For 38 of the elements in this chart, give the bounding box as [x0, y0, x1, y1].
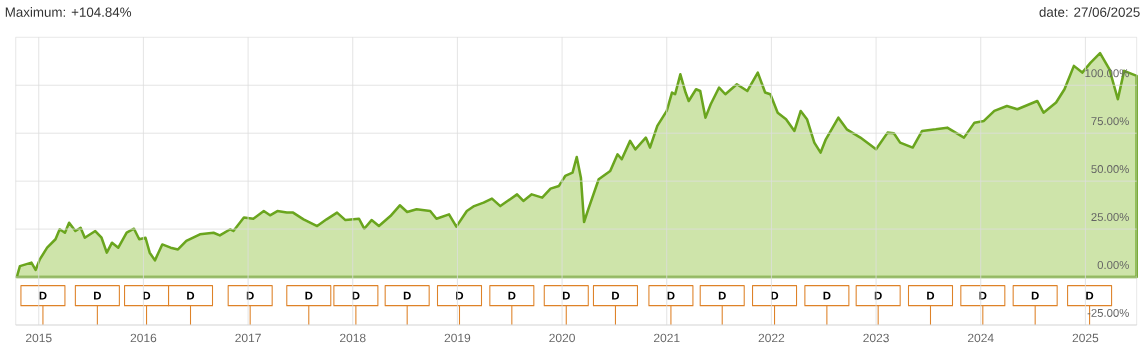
ref-line-label: D	[874, 291, 882, 300]
y-tick-label: 25.00%	[1091, 213, 1129, 222]
ref-line-label: D	[823, 291, 831, 300]
x-tick-label: 2022	[758, 333, 785, 343]
x-tick-label: 2017	[235, 333, 261, 343]
chart-subtitle: date: 27/06/2025	[1039, 7, 1140, 17]
x-tick-label: 2019	[444, 333, 471, 343]
chart-title: Maximum: +104.84%	[5, 7, 132, 17]
ref-line-label: D	[143, 291, 151, 300]
y-tick-label: 0.00%	[1097, 260, 1129, 269]
ref-line-label: D	[612, 291, 620, 300]
ref-line-label: D	[667, 291, 675, 300]
ref-line-label: D	[456, 291, 464, 300]
ref-line-label: D	[403, 291, 411, 300]
x-tick-label: 2021	[654, 333, 680, 343]
ref-line-label: D	[39, 291, 47, 300]
ref-line-label: D	[927, 291, 935, 300]
ref-line-label: D	[94, 291, 101, 300]
ref-line-label: D	[1031, 291, 1039, 300]
ref-line-label: D	[352, 291, 360, 300]
x-tick-label: 2018	[340, 333, 366, 343]
ref-line-label: D	[305, 291, 313, 300]
x-tick-label: 2023	[863, 333, 889, 343]
ref-line-label: D	[979, 291, 987, 300]
ref-line-label: D	[562, 291, 570, 300]
ref-line-label: D	[771, 291, 779, 300]
x-tick-label: 2020	[549, 333, 575, 343]
x-tick-label: 2015	[26, 333, 52, 343]
y-tick-label: 75.00%	[1091, 117, 1129, 126]
x-tick-label: 2025	[1072, 333, 1099, 343]
ref-line-label: D	[508, 291, 516, 300]
ref-line-label: D	[718, 291, 726, 300]
ref-line-label: D	[246, 291, 254, 300]
x-tick-label: 2024	[967, 333, 994, 343]
y-tick-label: 50.00%	[1091, 165, 1129, 174]
ref-line-label: D	[187, 291, 195, 300]
ref-line-label: D	[1086, 291, 1094, 300]
x-tick-label: 2016	[130, 333, 157, 343]
